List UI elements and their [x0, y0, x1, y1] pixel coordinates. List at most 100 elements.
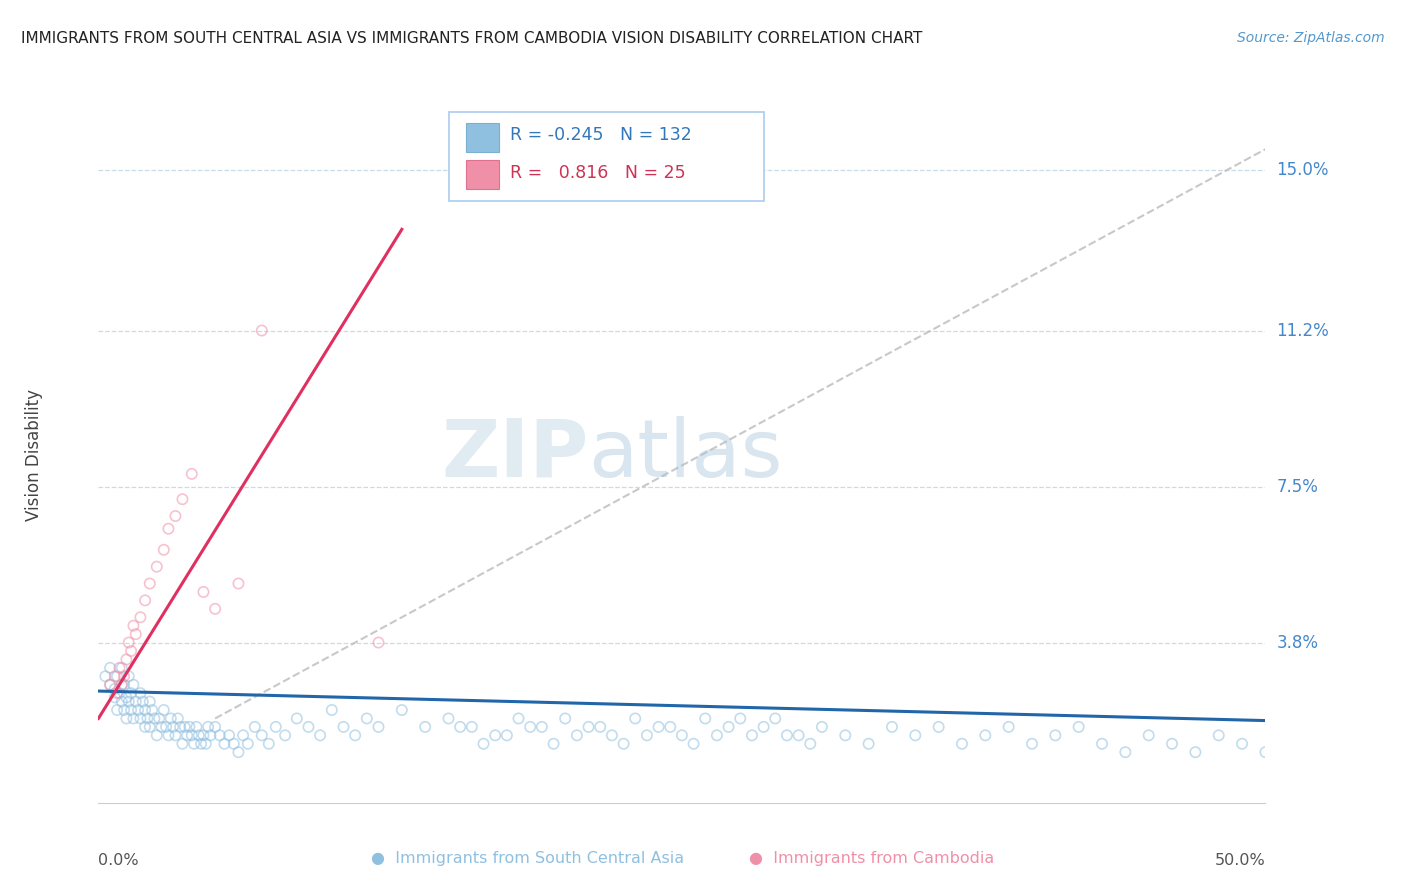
- Point: [204, 602, 226, 616]
- Point: [519, 720, 541, 734]
- Point: [413, 720, 436, 734]
- Point: [1230, 737, 1253, 751]
- Point: [179, 720, 201, 734]
- Point: [146, 728, 169, 742]
- Point: [200, 728, 222, 742]
- Point: [115, 711, 138, 725]
- Point: [1184, 745, 1206, 759]
- Point: [236, 737, 259, 751]
- Point: [1021, 737, 1043, 751]
- Point: [127, 703, 149, 717]
- Point: [344, 728, 367, 742]
- Point: [589, 720, 612, 734]
- Point: [250, 324, 273, 338]
- Point: [173, 720, 195, 734]
- Point: [228, 576, 250, 591]
- Point: [120, 686, 142, 700]
- Point: [928, 720, 950, 734]
- Point: [143, 711, 166, 725]
- Point: [543, 737, 565, 751]
- Point: [115, 652, 138, 666]
- Point: [1208, 728, 1230, 742]
- Point: [449, 720, 471, 734]
- Point: [600, 728, 623, 742]
- Point: [228, 745, 250, 759]
- Point: [264, 720, 287, 734]
- Point: [461, 720, 484, 734]
- Point: [150, 720, 173, 734]
- Point: [104, 690, 127, 705]
- Point: [141, 703, 163, 717]
- Point: [197, 720, 219, 734]
- Point: [1067, 720, 1090, 734]
- Point: [274, 728, 297, 742]
- Point: [104, 681, 127, 696]
- Point: [554, 711, 576, 725]
- Point: [190, 737, 212, 751]
- Point: [194, 737, 217, 751]
- Point: [183, 737, 205, 751]
- Point: [1254, 745, 1277, 759]
- Point: [118, 635, 141, 649]
- Text: 15.0%: 15.0%: [1277, 161, 1329, 179]
- Point: [148, 711, 170, 725]
- Point: [187, 728, 209, 742]
- Point: [222, 737, 245, 751]
- Point: [118, 695, 141, 709]
- Point: [208, 728, 231, 742]
- Point: [112, 703, 135, 717]
- Point: [391, 703, 413, 717]
- Point: [111, 695, 134, 709]
- Point: [356, 711, 378, 725]
- Point: [134, 720, 156, 734]
- Point: [111, 661, 134, 675]
- Point: [950, 737, 973, 751]
- Text: IMMIGRANTS FROM SOUTH CENTRAL ASIA VS IMMIGRANTS FROM CAMBODIA VISION DISABILITY: IMMIGRANTS FROM SOUTH CENTRAL ASIA VS IM…: [21, 31, 922, 46]
- Point: [172, 737, 194, 751]
- Point: [152, 703, 174, 717]
- Text: ZIP: ZIP: [441, 416, 589, 494]
- Point: [105, 669, 128, 683]
- Text: 3.8%: 3.8%: [1277, 633, 1319, 651]
- Point: [437, 711, 460, 725]
- FancyBboxPatch shape: [449, 112, 763, 201]
- Point: [134, 593, 156, 607]
- Point: [787, 728, 810, 742]
- Point: [367, 720, 389, 734]
- Text: R =   0.816   N = 25: R = 0.816 N = 25: [510, 164, 686, 182]
- Point: [1091, 737, 1114, 751]
- Point: [763, 711, 786, 725]
- Point: [193, 585, 215, 599]
- Point: [204, 720, 226, 734]
- Point: [243, 720, 266, 734]
- Point: [139, 695, 162, 709]
- Point: [659, 720, 682, 734]
- Point: [157, 728, 180, 742]
- Point: [730, 711, 752, 725]
- Point: [250, 728, 273, 742]
- Point: [180, 467, 202, 481]
- Point: [496, 728, 519, 742]
- Point: [218, 728, 240, 742]
- Point: [122, 711, 145, 725]
- Point: [129, 711, 152, 725]
- Point: [125, 695, 148, 709]
- Point: [112, 669, 135, 683]
- Point: [1137, 728, 1160, 742]
- Point: [613, 737, 636, 751]
- Point: [105, 703, 128, 717]
- Point: [285, 711, 308, 725]
- Text: 50.0%: 50.0%: [1215, 854, 1265, 869]
- Point: [752, 720, 775, 734]
- Point: [636, 728, 658, 742]
- Point: [671, 728, 693, 742]
- Text: R = -0.245   N = 132: R = -0.245 N = 132: [510, 126, 692, 145]
- Bar: [465, 123, 499, 153]
- Point: [132, 695, 155, 709]
- Point: [155, 720, 177, 734]
- Point: [166, 711, 188, 725]
- Point: [367, 635, 389, 649]
- Point: [811, 720, 834, 734]
- Point: [858, 737, 880, 751]
- Point: [695, 711, 717, 725]
